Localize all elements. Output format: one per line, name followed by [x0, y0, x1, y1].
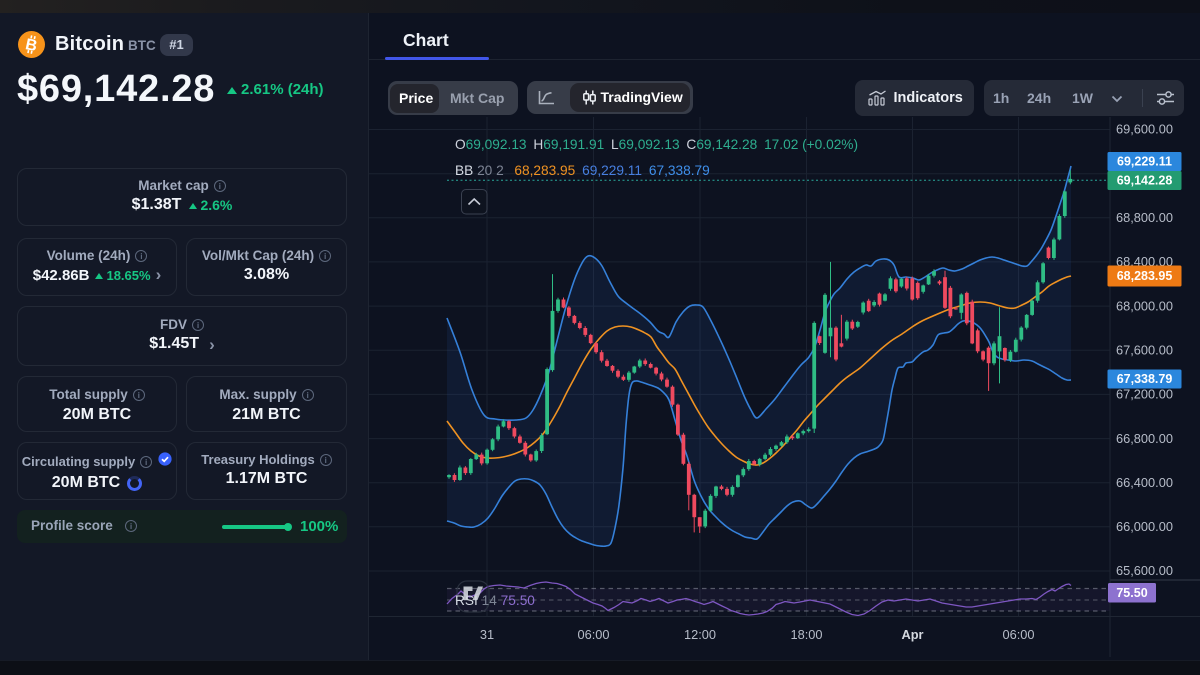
- svg-text:06:00: 06:00: [1002, 627, 1034, 642]
- svg-text:67,200.00: 67,200.00: [1116, 387, 1173, 402]
- svg-text:06:00: 06:00: [577, 627, 609, 642]
- svg-text:68,283.95: 68,283.95: [1117, 269, 1173, 283]
- svg-text:Apr: Apr: [901, 627, 923, 642]
- svg-text:65,600.00: 65,600.00: [1116, 563, 1173, 578]
- svg-text:69,142.28: 69,142.28: [1117, 174, 1173, 188]
- svg-text:RSI 14 75.50: RSI 14 75.50: [455, 593, 535, 608]
- svg-text:68,000.00: 68,000.00: [1116, 298, 1173, 313]
- svg-text:69,229.11: 69,229.11: [1117, 155, 1172, 169]
- svg-text:12:00: 12:00: [684, 627, 716, 642]
- svg-text:O69,092.13 H69,191.91 L69,092.: O69,092.13 H69,191.91 L69,092.13 C69,142…: [455, 137, 858, 152]
- svg-text:75.50: 75.50: [1116, 586, 1147, 600]
- svg-text:BB 20 2 68,283.95 69,229.11 6: BB 20 2 68,283.95 69,229.11 67,338.79: [455, 163, 710, 178]
- svg-text:66,000.00: 66,000.00: [1116, 519, 1173, 534]
- svg-text:B: B: [24, 36, 39, 55]
- svg-text:68,800.00: 68,800.00: [1116, 210, 1173, 225]
- svg-text:66,800.00: 66,800.00: [1116, 431, 1173, 446]
- svg-text:68,400.00: 68,400.00: [1116, 254, 1173, 269]
- svg-text:69,600.00: 69,600.00: [1116, 122, 1173, 137]
- svg-text:67,600.00: 67,600.00: [1116, 342, 1173, 357]
- svg-text:67,338.79: 67,338.79: [1117, 372, 1173, 386]
- svg-text:66,400.00: 66,400.00: [1116, 475, 1173, 490]
- svg-text:18:00: 18:00: [790, 627, 822, 642]
- svg-text:31: 31: [480, 627, 494, 642]
